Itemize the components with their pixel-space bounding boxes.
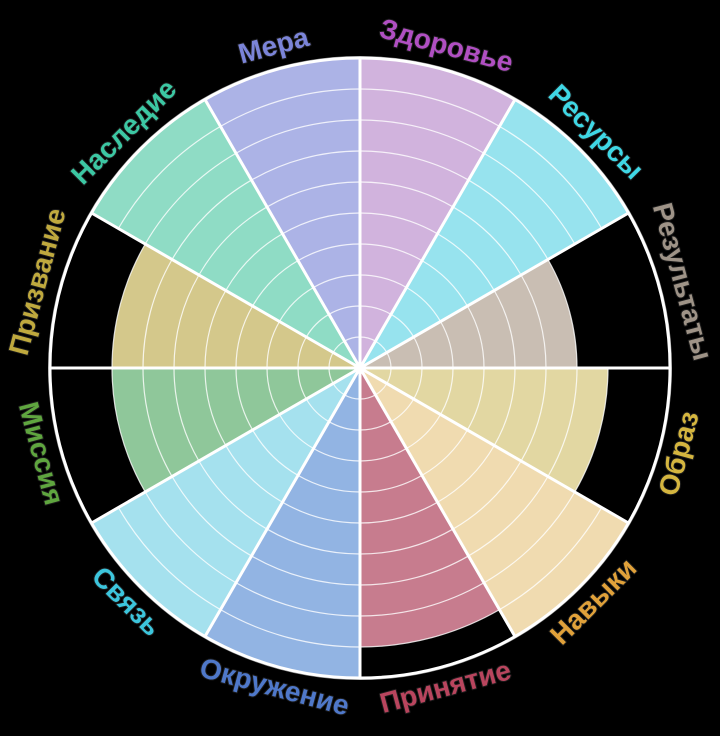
wheel-chart: ЗдоровьеРесурсыРезультатыОбразНавыкиПрин… [0, 0, 720, 736]
segment-label: Принятие [377, 654, 515, 719]
segment-label: Образ [653, 408, 705, 499]
wheel-chart-container: ЗдоровьеРесурсыРезультатыОбразНавыкиПрин… [0, 0, 720, 736]
